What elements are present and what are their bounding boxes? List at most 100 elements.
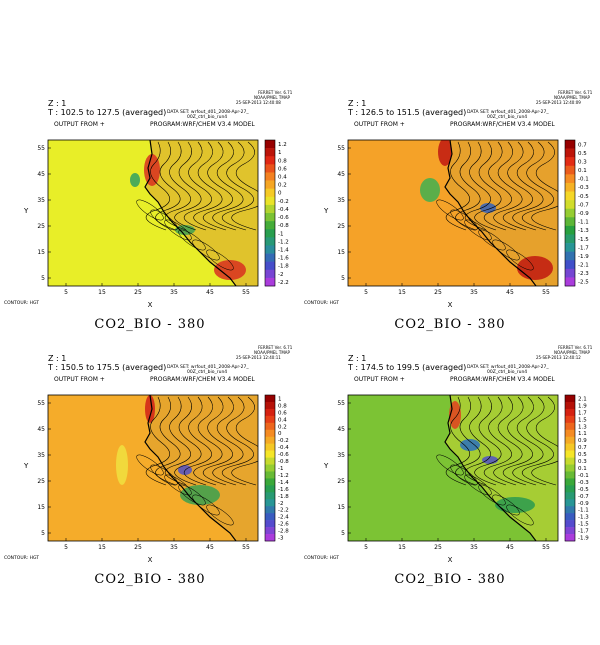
z-label: Z : 1 xyxy=(348,354,366,363)
colorbar-label: 0.8 xyxy=(278,158,287,164)
t-label: T : 150.5 to 175.5 (averaged) xyxy=(47,363,166,372)
anomaly-blob xyxy=(144,154,160,186)
height-contour xyxy=(445,141,470,231)
land-region xyxy=(145,140,258,286)
colorbar-label: 0.5 xyxy=(578,452,587,458)
x-tick-label: 15 xyxy=(98,289,106,296)
height-contour xyxy=(136,454,164,476)
colorbar-swatch xyxy=(565,225,575,235)
colorbar-swatch xyxy=(265,450,275,458)
colorbar-swatch xyxy=(565,499,575,507)
height-contour xyxy=(192,494,220,516)
colorbar-swatch xyxy=(565,513,575,521)
colorbar-frame xyxy=(264,139,276,287)
t-label: T : 174.5 to 199.5 (averaged) xyxy=(347,363,466,372)
colorbar-swatch xyxy=(565,492,575,500)
colorbar-label: 2.1 xyxy=(578,396,587,402)
axes: 5 15 25 35 45 55 55 45 35 25 15 5 xyxy=(37,394,259,551)
colorbar-label: -2.3 xyxy=(578,271,589,277)
colorbar-label: 0.6 xyxy=(278,166,287,172)
noaa-label: NOAA/PMEL TMAP xyxy=(254,350,291,355)
plot-frame xyxy=(347,139,559,287)
plot-frame xyxy=(47,394,259,542)
colorbar-label: -0.4 xyxy=(278,207,289,213)
dataset-label: DATA SET: wrfout_d01_2008-Apr-27_ xyxy=(167,364,249,370)
colorbar-label: -2.5 xyxy=(578,280,589,286)
colorbar: 10.80.60.40.20-0.2-0.4-0.6-0.8-1-1.2-1.4… xyxy=(264,394,289,542)
height-contour xyxy=(145,141,170,231)
colorbar-label: -0.3 xyxy=(578,185,589,191)
height-contour xyxy=(493,141,523,231)
date-label: 25-SEP-2013 12:40:08 xyxy=(236,100,281,105)
height-contour xyxy=(436,199,464,221)
anomaly-blob xyxy=(175,225,195,235)
x-tick-label: 25 xyxy=(434,289,442,296)
height-contour xyxy=(222,141,254,231)
x-tick-label: 35 xyxy=(470,544,478,551)
anomaly-blob xyxy=(460,439,480,451)
colorbar-label: -0.7 xyxy=(578,202,589,208)
colorbar-label: -0.6 xyxy=(278,452,289,458)
height-contour xyxy=(231,141,258,231)
colorbar-label: -2 xyxy=(278,501,283,507)
colorbar-swatch xyxy=(565,243,575,252)
y-tick-label: 25 xyxy=(37,223,45,230)
colorbar-label: -0.1 xyxy=(578,473,589,479)
colorbar-swatch xyxy=(565,422,575,431)
height-contour xyxy=(155,141,181,231)
height-contour xyxy=(483,396,512,486)
colorbar-label: 0.5 xyxy=(578,151,587,157)
colorbar-swatch xyxy=(565,165,575,175)
colorbar-label: -1 xyxy=(278,466,283,472)
x-tick-label: 55 xyxy=(542,289,550,296)
plot-svg-1: FERRET Ver. 6.71 NOAA/PMEL TMAP 25-SEP-2… xyxy=(4,90,293,332)
height-contour xyxy=(492,494,520,516)
y-tick-label: 55 xyxy=(37,400,45,407)
colorbar-swatch xyxy=(265,261,275,271)
program-label: PROGRAM:WRF/CHEM V3.4 MODEL xyxy=(450,376,555,383)
colorbar-swatch xyxy=(265,485,275,493)
colorbar-label: -2.2 xyxy=(278,508,289,514)
x-tick-label: 5 xyxy=(364,289,368,296)
y-tick-label: 15 xyxy=(337,504,345,511)
t-label: T : 102.5 to 127.5 (averaged) xyxy=(47,108,166,117)
colorbar-swatch xyxy=(565,527,575,535)
colorbar-label: -1.3 xyxy=(578,228,589,234)
height-contour xyxy=(178,229,206,251)
height-contour xyxy=(222,396,254,486)
y-tick-label: 35 xyxy=(337,452,345,459)
colorbar: 2.11.91.71.51.31.10.90.70.50.30.1-0.1-0.… xyxy=(564,394,589,542)
y-tick-label: 5 xyxy=(341,275,345,282)
colorbar-swatch xyxy=(565,478,575,486)
height-contour xyxy=(531,396,558,486)
colorbar-frame xyxy=(564,394,576,542)
height-contour xyxy=(455,396,481,486)
x-tick-label: 45 xyxy=(506,289,514,296)
colorbar-swatch xyxy=(565,157,575,167)
x-tick-label: 5 xyxy=(364,544,368,551)
colorbar-swatch xyxy=(565,208,575,218)
noaa-label: NOAA/PMEL TMAP xyxy=(554,95,591,100)
t-label: T : 126.5 to 151.5 (averaged) xyxy=(347,108,466,117)
program-label: PROGRAM:WRF/CHEM V3.4 MODEL xyxy=(150,376,255,383)
date-label: 25-SEP-2013 12:40:11 xyxy=(236,355,281,360)
anomaly-blob xyxy=(130,173,140,187)
colorbar-swatch xyxy=(565,401,575,410)
height-contour xyxy=(503,141,533,231)
x-axis-label: X xyxy=(448,556,453,564)
x-tick-label: 15 xyxy=(398,289,406,296)
colorbar-swatch xyxy=(265,245,275,254)
colorbar-label: -2.6 xyxy=(278,522,289,528)
dataset-label-2: 00Z_ctrl_bio_run4 xyxy=(487,369,527,375)
colorbar-swatch xyxy=(565,457,575,465)
x-tick-label: 55 xyxy=(242,544,250,551)
land-region xyxy=(445,140,558,286)
axes: 5 15 25 35 45 55 55 45 35 25 15 5 xyxy=(37,139,259,296)
colorbar-label: -0.3 xyxy=(578,480,589,486)
colorbar-swatch xyxy=(265,164,275,173)
colorbar-swatch xyxy=(265,520,275,528)
height-contour xyxy=(483,141,512,231)
colorbar-swatch xyxy=(265,140,275,149)
colorbar-label: -0.5 xyxy=(578,487,589,493)
colorbar-frame xyxy=(264,394,276,542)
